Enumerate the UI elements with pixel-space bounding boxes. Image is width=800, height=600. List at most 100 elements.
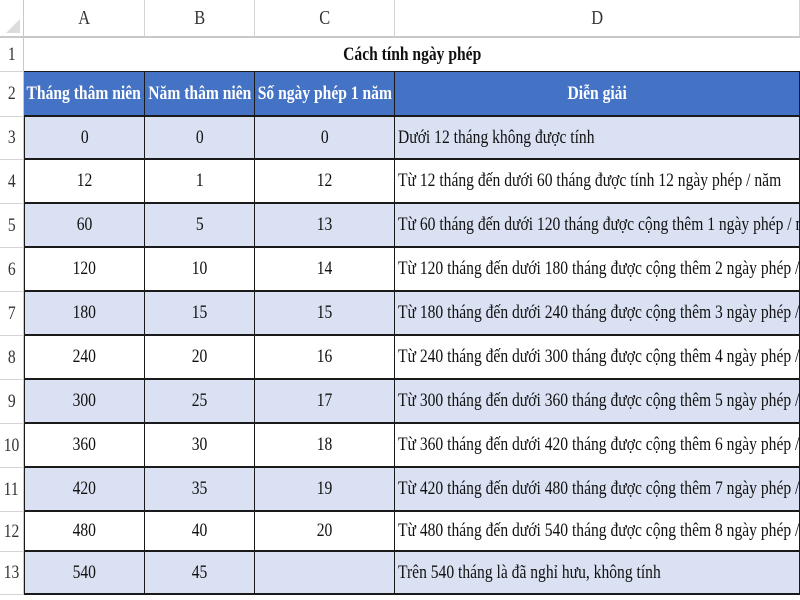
row-header-13[interactable]: 13 <box>0 552 24 595</box>
cell-text: Từ 360 tháng đến dưới 420 tháng được cộn… <box>398 434 800 455</box>
cell-text: Số ngày phép 1 năm <box>257 82 392 104</box>
table-cell[interactable]: Từ 60 tháng đến dưới 120 tháng được cộng… <box>395 204 800 248</box>
cell-text: 20 <box>191 346 208 367</box>
row-header-10[interactable]: 10 <box>0 424 24 468</box>
table-cell[interactable]: Từ 240 tháng đến dưới 300 tháng được cộn… <box>395 336 800 380</box>
row-header-7[interactable]: 7 <box>0 292 24 336</box>
cell-text: 2 <box>7 83 16 104</box>
table-cell[interactable]: 1 <box>145 160 255 204</box>
header-cell[interactable]: Số ngày phép 1 năm <box>255 72 395 117</box>
table-cell[interactable]: Trên 540 tháng là đã nghỉ hưu, không tín… <box>395 552 800 595</box>
cell-text: Từ 180 tháng đến dưới 240 tháng được cộn… <box>398 302 800 323</box>
row-header-9[interactable]: 9 <box>0 380 24 424</box>
cell-text: B <box>194 6 205 29</box>
table-cell[interactable]: 12 <box>255 160 395 204</box>
cell-text: 60 <box>76 214 93 235</box>
table-cell[interactable]: 540 <box>24 552 145 595</box>
row-header-8[interactable]: 8 <box>0 336 24 380</box>
table-cell[interactable]: Từ 120 tháng đến dưới 180 tháng được cộn… <box>395 248 800 292</box>
table-cell[interactable]: 13 <box>255 204 395 248</box>
cell-text: 13 <box>316 214 333 235</box>
cell-text: 40 <box>191 520 208 541</box>
table-cell[interactable]: 0 <box>145 117 255 160</box>
table-cell[interactable]: Dưới 12 tháng không được tính <box>395 117 800 160</box>
table-cell[interactable]: 15 <box>255 292 395 336</box>
row-header-4[interactable]: 4 <box>0 160 24 204</box>
table-cell[interactable]: 18 <box>255 424 395 468</box>
cell-text: 4 <box>7 170 16 192</box>
table-cell[interactable]: Từ 180 tháng đến dưới 240 tháng được cộn… <box>395 292 800 336</box>
table-cell[interactable]: 15 <box>145 292 255 336</box>
title-cell[interactable]: Cách tính ngày phép <box>24 38 800 72</box>
table-cell[interactable]: 360 <box>24 424 145 468</box>
row-header-1[interactable]: 1 <box>0 38 24 72</box>
table-cell[interactable]: 180 <box>24 292 145 336</box>
header-cell[interactable]: Năm thâm niên <box>145 72 255 117</box>
table-cell[interactable]: 480 <box>24 512 145 552</box>
column-header-C[interactable]: C <box>255 0 395 38</box>
table-cell[interactable]: 0 <box>24 117 145 160</box>
table-cell[interactable]: 20 <box>255 512 395 552</box>
table-cell[interactable]: 45 <box>145 552 255 595</box>
table-cell[interactable]: Từ 420 tháng đến dưới 480 tháng được cộn… <box>395 468 800 512</box>
table-cell[interactable]: 0 <box>255 117 395 160</box>
table-cell[interactable]: 20 <box>145 336 255 380</box>
cell-text: 420 <box>72 478 97 499</box>
table-cell[interactable]: 16 <box>255 336 395 380</box>
cell-text: Từ 420 tháng đến dưới 480 tháng được cộn… <box>398 478 800 499</box>
column-header-D[interactable]: D <box>395 0 800 38</box>
cell-text: Từ 12 tháng đến dưới 60 tháng được tính … <box>398 170 782 191</box>
table-cell[interactable]: 30 <box>145 424 255 468</box>
row-header-6[interactable]: 6 <box>0 248 24 292</box>
table-cell[interactable]: 5 <box>145 204 255 248</box>
cell-text: 13 <box>3 562 20 583</box>
cell-text: 8 <box>7 346 16 368</box>
cell-text: 5 <box>7 214 16 236</box>
table-cell[interactable]: 40 <box>145 512 255 552</box>
table-cell[interactable]: Từ 480 tháng đến dưới 540 tháng được cộn… <box>395 512 800 552</box>
table-cell[interactable]: Từ 360 tháng đến dưới 420 tháng được cộn… <box>395 424 800 468</box>
row-header-11[interactable]: 11 <box>0 468 24 512</box>
table-cell[interactable]: 420 <box>24 468 145 512</box>
row-header-12[interactable]: 12 <box>0 512 24 552</box>
table-cell[interactable]: 300 <box>24 380 145 424</box>
table-cell[interactable]: 60 <box>24 204 145 248</box>
cell-text: 18 <box>316 434 333 455</box>
cell-text: 16 <box>316 346 333 367</box>
cell-text: 12 <box>3 520 20 542</box>
cell-text: 0 <box>195 126 204 148</box>
table-cell[interactable]: Từ 12 tháng đến dưới 60 tháng được tính … <box>395 160 800 204</box>
row-header-2[interactable]: 2 <box>0 72 24 117</box>
cell-text: 0 <box>80 126 89 148</box>
cell-text: 14 <box>316 258 333 279</box>
cell-text: 240 <box>72 346 97 367</box>
header-cell[interactable]: Tháng thâm niên <box>24 72 145 117</box>
table-cell[interactable]: 17 <box>255 380 395 424</box>
table-cell[interactable] <box>255 552 395 595</box>
row-header-5[interactable]: 5 <box>0 204 24 248</box>
table-cell[interactable]: 35 <box>145 468 255 512</box>
table-cell[interactable]: 14 <box>255 248 395 292</box>
column-header-B[interactable]: B <box>145 0 255 38</box>
table-cell[interactable]: 240 <box>24 336 145 380</box>
table-cell[interactable]: 25 <box>145 380 255 424</box>
table-cell[interactable]: 120 <box>24 248 145 292</box>
cell-text: 0 <box>320 126 329 148</box>
row-header-3[interactable]: 3 <box>0 117 24 160</box>
cell-text: 6 <box>7 258 16 280</box>
cell-text: A <box>78 6 90 29</box>
header-cell[interactable]: Diễn giải <box>395 72 800 117</box>
table-cell[interactable]: 12 <box>24 160 145 204</box>
cell-text: 9 <box>7 390 16 412</box>
cell-text: 180 <box>72 302 97 323</box>
cell-text: Từ 240 tháng đến dưới 300 tháng được cộn… <box>398 346 800 367</box>
table-cell[interactable]: 19 <box>255 468 395 512</box>
cell-text: Từ 60 tháng đến dưới 120 tháng được cộng… <box>398 214 800 235</box>
column-header-A[interactable]: A <box>24 0 145 38</box>
cell-text: 12 <box>316 170 333 191</box>
table-cell[interactable]: 10 <box>145 248 255 292</box>
select-all-button[interactable] <box>0 0 24 38</box>
cell-text: 20 <box>316 520 333 541</box>
cell-text: 15 <box>316 302 333 323</box>
table-cell[interactable]: Từ 300 tháng đến dưới 360 tháng được cộn… <box>395 380 800 424</box>
